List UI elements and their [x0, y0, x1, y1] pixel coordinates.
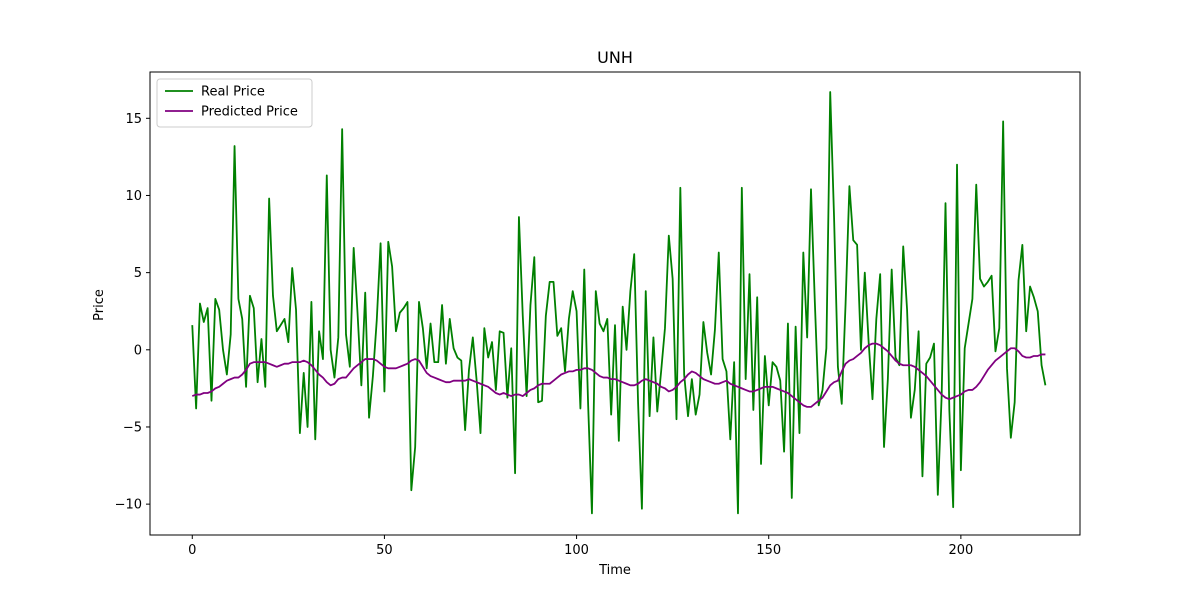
x-tick-label: 200	[948, 543, 973, 558]
y-tick-label: 10	[125, 189, 142, 204]
y-tick-label: −10	[115, 498, 142, 513]
y-axis-label: Price	[92, 289, 107, 321]
y-tick-label: 15	[125, 112, 142, 127]
plot-frame	[149, 71, 1081, 536]
y-axis: −10 −5 0 5 10 15	[115, 112, 150, 513]
legend-label-2: Predicted Price	[201, 105, 298, 120]
x-tick-label: 0	[188, 543, 196, 558]
x-axis: 0 50 100 150 200	[188, 535, 973, 558]
x-tick-label: 50	[376, 543, 393, 558]
y-tick-label: 0	[134, 343, 142, 358]
y-tick-label: 5	[134, 266, 142, 281]
chart-title: UNH	[597, 48, 633, 67]
legend: Real Price Predicted Price	[156, 78, 313, 128]
x-tick-label: 100	[564, 543, 589, 558]
y-tick-label: −5	[123, 420, 142, 435]
plot-area	[149, 71, 1081, 536]
x-axis-label: Time	[598, 563, 631, 578]
legend-label-1: Real Price	[201, 85, 265, 100]
series-line-1	[191, 91, 1047, 515]
legend-box	[156, 78, 313, 128]
series-line-2	[191, 342, 1046, 408]
x-tick-label: 150	[756, 543, 781, 558]
